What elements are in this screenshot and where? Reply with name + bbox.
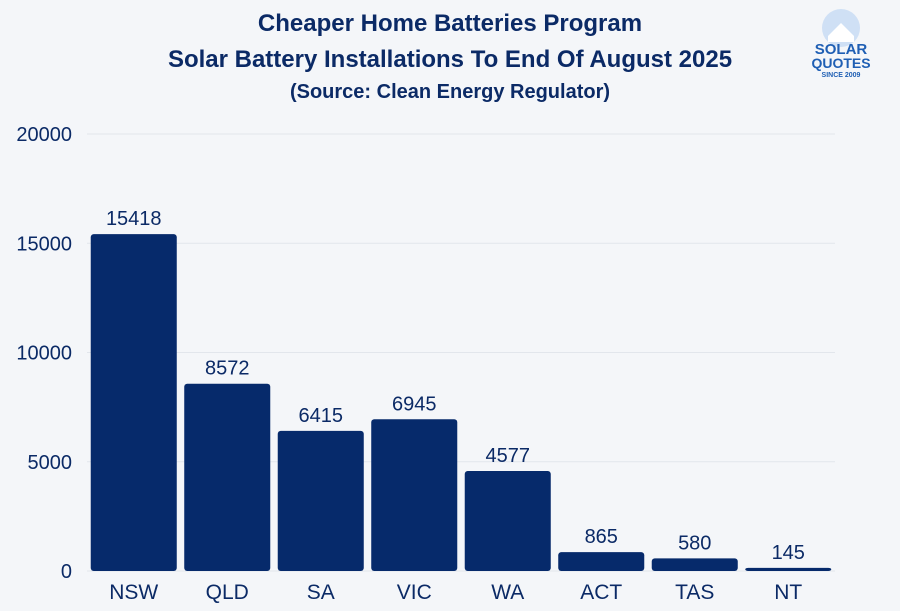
bar-vic: [371, 419, 458, 571]
data-label: 4577: [486, 445, 531, 467]
x-tick-label: NT: [774, 581, 802, 604]
chart-title: Cheaper Home Batteries Program: [257, 10, 643, 37]
logo-house-icon: [828, 23, 854, 42]
bar-nt: [745, 567, 832, 571]
bar-sa: [277, 430, 364, 571]
bar-nsw: [90, 234, 177, 571]
bar-act: [558, 552, 645, 571]
logo-line2: QUOTES: [811, 55, 870, 71]
y-tick-label: 15000: [16, 233, 72, 255]
data-label: 6945: [392, 393, 437, 415]
data-label: 15418: [106, 208, 162, 230]
bar-tas: [651, 558, 738, 571]
x-tick-label: WA: [491, 581, 524, 604]
data-label: 145: [772, 542, 805, 564]
x-tick-label: VIC: [397, 581, 432, 604]
y-tick-label: 5000: [28, 452, 73, 474]
x-tick-label: QLD: [206, 581, 249, 604]
bar-qld: [184, 383, 271, 571]
x-tick-label: SA: [307, 581, 335, 604]
logo-line1: SOLAR: [815, 41, 868, 58]
chart-title-block: Cheaper Home Batteries Program Solar Bat…: [0, 6, 900, 106]
x-tick-label: ACT: [580, 581, 622, 604]
data-label: 6415: [299, 405, 344, 427]
y-tick-label: 20000: [16, 124, 72, 146]
y-tick-label: 10000: [16, 343, 72, 365]
y-tick-label: 0: [61, 561, 72, 583]
x-tick-label: NSW: [109, 581, 158, 604]
data-label: 580: [678, 532, 711, 554]
chart-subtitle: Solar Battery Installations To End Of Au…: [167, 46, 733, 73]
logo-line3: SINCE 2009: [822, 72, 861, 79]
data-label: 8572: [205, 358, 250, 380]
chart-source: (Source: Clean Energy Regulator): [289, 81, 611, 103]
solarquotes-logo: SOLAR QUOTES SINCE 2009: [811, 9, 871, 79]
data-label: 865: [585, 526, 618, 548]
bar-wa: [464, 470, 551, 571]
x-tick-label: TAS: [675, 581, 714, 604]
